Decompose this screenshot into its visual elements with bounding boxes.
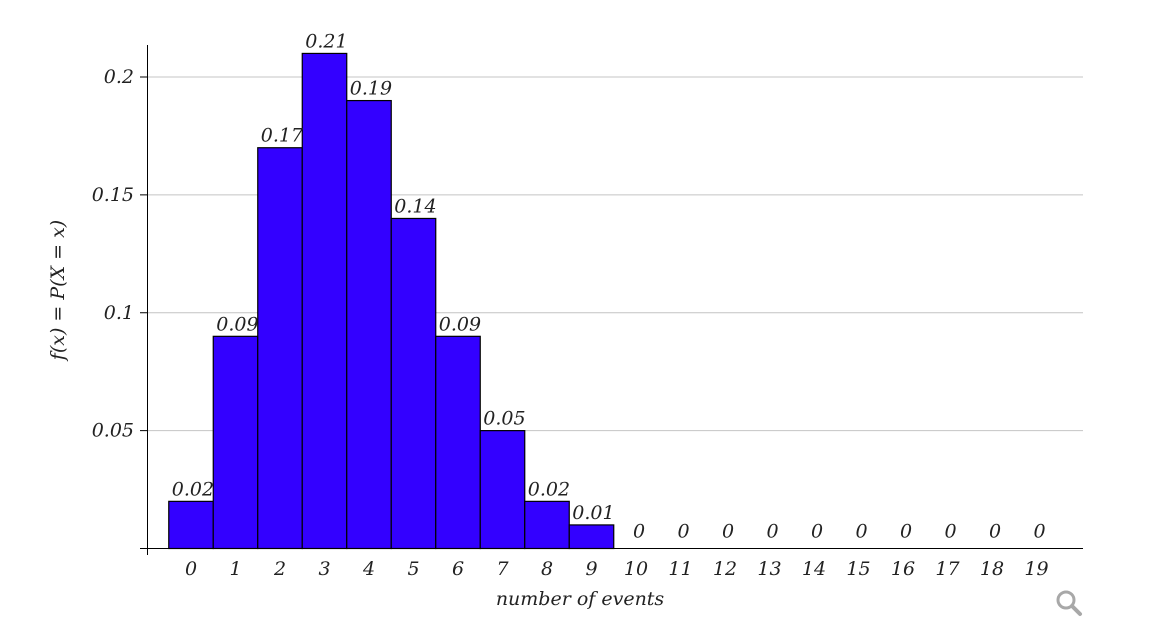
- y-axis-title: f(x) = P(X = x): [47, 220, 69, 362]
- x-tick-label: 11: [668, 558, 692, 580]
- bar-4: [346, 99, 392, 550]
- x-tick-label: 4: [362, 558, 375, 580]
- zoom-button[interactable]: [1054, 588, 1084, 618]
- bar-0: [168, 500, 214, 550]
- magnifier-icon: [1056, 590, 1082, 616]
- data-labels: 0.020.090.170.210.190.140.090.050.020.01…: [172, 30, 1046, 542]
- data-label: 0: [944, 521, 956, 543]
- y-tick-label: 0.2: [104, 66, 134, 88]
- x-tick-label: 6: [452, 558, 464, 580]
- x-tick-label: 8: [541, 558, 553, 580]
- y-tick-label: 0.15: [92, 184, 134, 206]
- x-tick-label: 5: [407, 558, 419, 580]
- x-tick-label: 9: [585, 558, 597, 580]
- data-label: 0.02: [172, 478, 214, 500]
- x-tick-label: 12: [713, 558, 737, 580]
- data-label: 0.19: [350, 78, 392, 100]
- x-tick-label: 0: [185, 558, 197, 580]
- data-label: 0: [677, 521, 689, 543]
- data-label: 0.21: [305, 30, 347, 52]
- bar-9: [568, 524, 615, 550]
- bar-8: [524, 500, 570, 550]
- bar-7: [479, 430, 526, 550]
- data-label: 0: [900, 521, 912, 543]
- x-tick-label: 14: [802, 558, 826, 580]
- y-tick-label: 0.05: [92, 420, 134, 442]
- x-tick-label: 18: [980, 558, 1004, 580]
- data-label: 0: [855, 521, 867, 543]
- bar-6: [435, 335, 481, 550]
- data-label: 0.17: [261, 125, 304, 147]
- x-tick-label: 1: [229, 558, 241, 580]
- data-label: 0.05: [483, 408, 525, 430]
- bars: [168, 52, 615, 550]
- data-label: 0.02: [528, 478, 570, 500]
- x-tick-label: 16: [891, 558, 915, 580]
- x-tick-label: 19: [1024, 558, 1048, 580]
- x-tick-label: 7: [496, 558, 509, 580]
- x-tick-label: 15: [846, 558, 870, 580]
- bar-1: [212, 335, 259, 550]
- data-label: 0.14: [394, 195, 436, 217]
- x-tick-label: 13: [757, 558, 781, 580]
- x-axis-title: number of events: [496, 588, 665, 610]
- y-tick-labels: 0.05 0.1 0.15 0.2: [92, 66, 148, 442]
- data-label: 0.09: [216, 313, 258, 335]
- x-tick-label: 10: [624, 558, 648, 580]
- bar-3: [301, 52, 348, 550]
- data-label: 0: [811, 521, 823, 543]
- axes: [140, 45, 1083, 555]
- data-label: 0: [766, 521, 778, 543]
- x-tick-label: 3: [318, 558, 330, 580]
- data-label: 0.01: [572, 502, 614, 524]
- x-tick-label: 17: [935, 558, 960, 580]
- data-label: 0: [1033, 521, 1045, 543]
- x-tick-labels: 0 1 2 3 4 5 6 7 8 9 10 11 12 13 14 15 16 17 18 19: [185, 558, 1049, 580]
- bar-5: [390, 217, 437, 550]
- data-label: 0: [633, 521, 645, 543]
- data-label: 0: [989, 521, 1001, 543]
- x-tick-label: 2: [273, 558, 286, 580]
- data-label: 0.09: [439, 313, 481, 335]
- y-tick-label: 0.1: [104, 302, 134, 324]
- data-label: 0: [722, 521, 734, 543]
- bar-2: [257, 147, 303, 550]
